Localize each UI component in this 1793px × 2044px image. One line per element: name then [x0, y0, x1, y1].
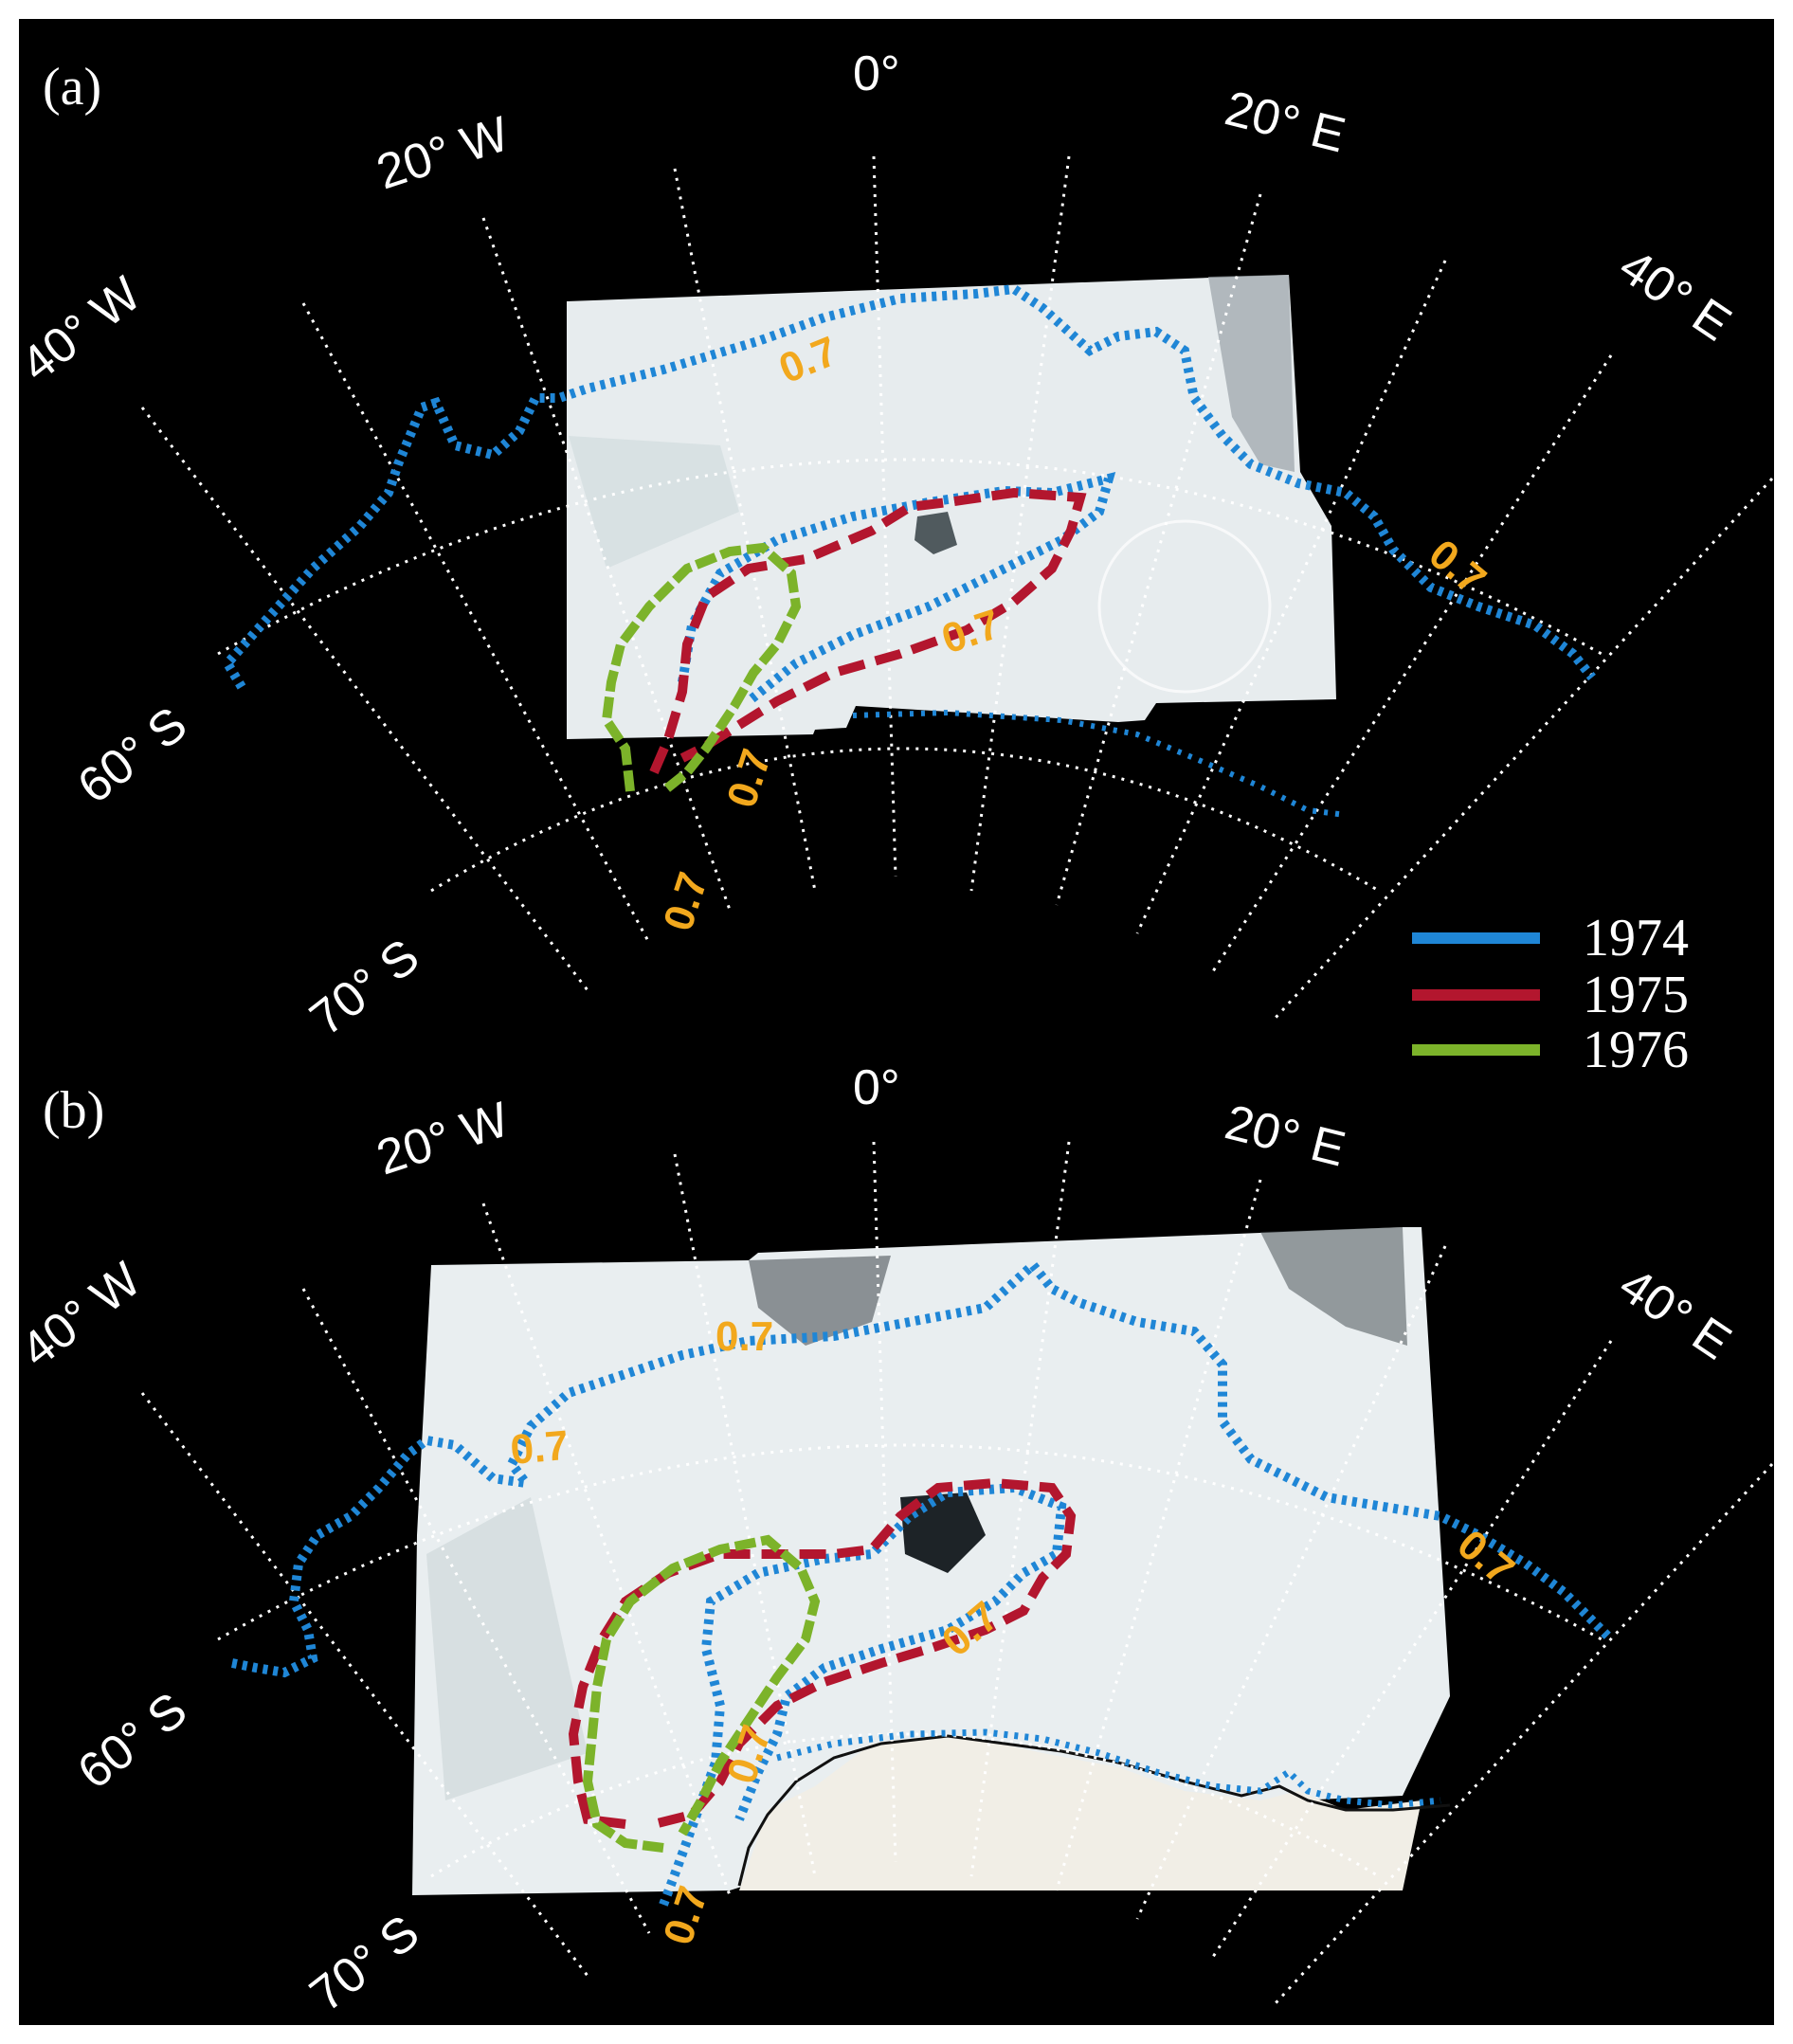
- panel-a-contour-1976: [601, 542, 802, 795]
- panel-a-contour-1975: [649, 487, 1087, 774]
- panel-b-parallel-lines: [217, 1443, 1603, 1878]
- panel-a-image-shading: [569, 436, 739, 569]
- panel-b-contour-1974-inner: [659, 1482, 1067, 1907]
- panel-b-coastline: [737, 1734, 1451, 1887]
- panel-a-polynya: [915, 512, 957, 554]
- panel-b-contour-1974-coast: [776, 1728, 1441, 1809]
- panel-a-contour-1974-coast: [852, 709, 1347, 818]
- panel-a-meridian-lines: [140, 155, 1774, 1021]
- panel-a-parallel-lines: [217, 458, 1603, 893]
- panel-a-satellite-image: [567, 275, 1336, 739]
- panel-a-dark-open-water: [1208, 275, 1295, 472]
- panel-b-contour-label: 0.7: [715, 1313, 773, 1360]
- panel-b-contour-1976: [582, 1534, 821, 1853]
- panel-a-meridian-label-0: 0°: [853, 46, 900, 101]
- panel-b-image-shading: [426, 1497, 588, 1800]
- panel-b-dark-clouds: [1260, 1227, 1407, 1346]
- legend: 1974 1975 1976: [1412, 909, 1689, 1079]
- panel-b-dark-clouds: [749, 1256, 891, 1346]
- panel-b-contour-1974-outer: [231, 1257, 1615, 1678]
- panel-b-antarctic-land: [739, 1734, 1422, 1890]
- panel-b-label: (b): [43, 1081, 104, 1140]
- legend-label-1976: 1976: [1583, 1021, 1689, 1079]
- panel-a-swirl: [1097, 519, 1272, 694]
- panel-b-contour-label: 0.7: [509, 1422, 570, 1474]
- panel-b-meridian-lines: [140, 1141, 1774, 2006]
- panel-b-meridian-label-0: 0°: [853, 1060, 900, 1115]
- legend-label-1975: 1975: [1583, 966, 1689, 1024]
- panel-a-contour-1974-outer: [221, 283, 1596, 690]
- panel-b-contour-1975: [568, 1477, 1077, 1829]
- panel-a-label: (a): [43, 58, 101, 117]
- figure-frame: [4, 4, 1789, 2040]
- legend-label-1974: 1974: [1583, 909, 1689, 968]
- panel-a-contour-1974-inner: [678, 472, 1116, 705]
- panel-b: (b) 40° W 20° W 0° 20° E 40° E 60° S 70°…: [11, 1060, 1774, 2022]
- panel-b-polynya: [900, 1492, 986, 1573]
